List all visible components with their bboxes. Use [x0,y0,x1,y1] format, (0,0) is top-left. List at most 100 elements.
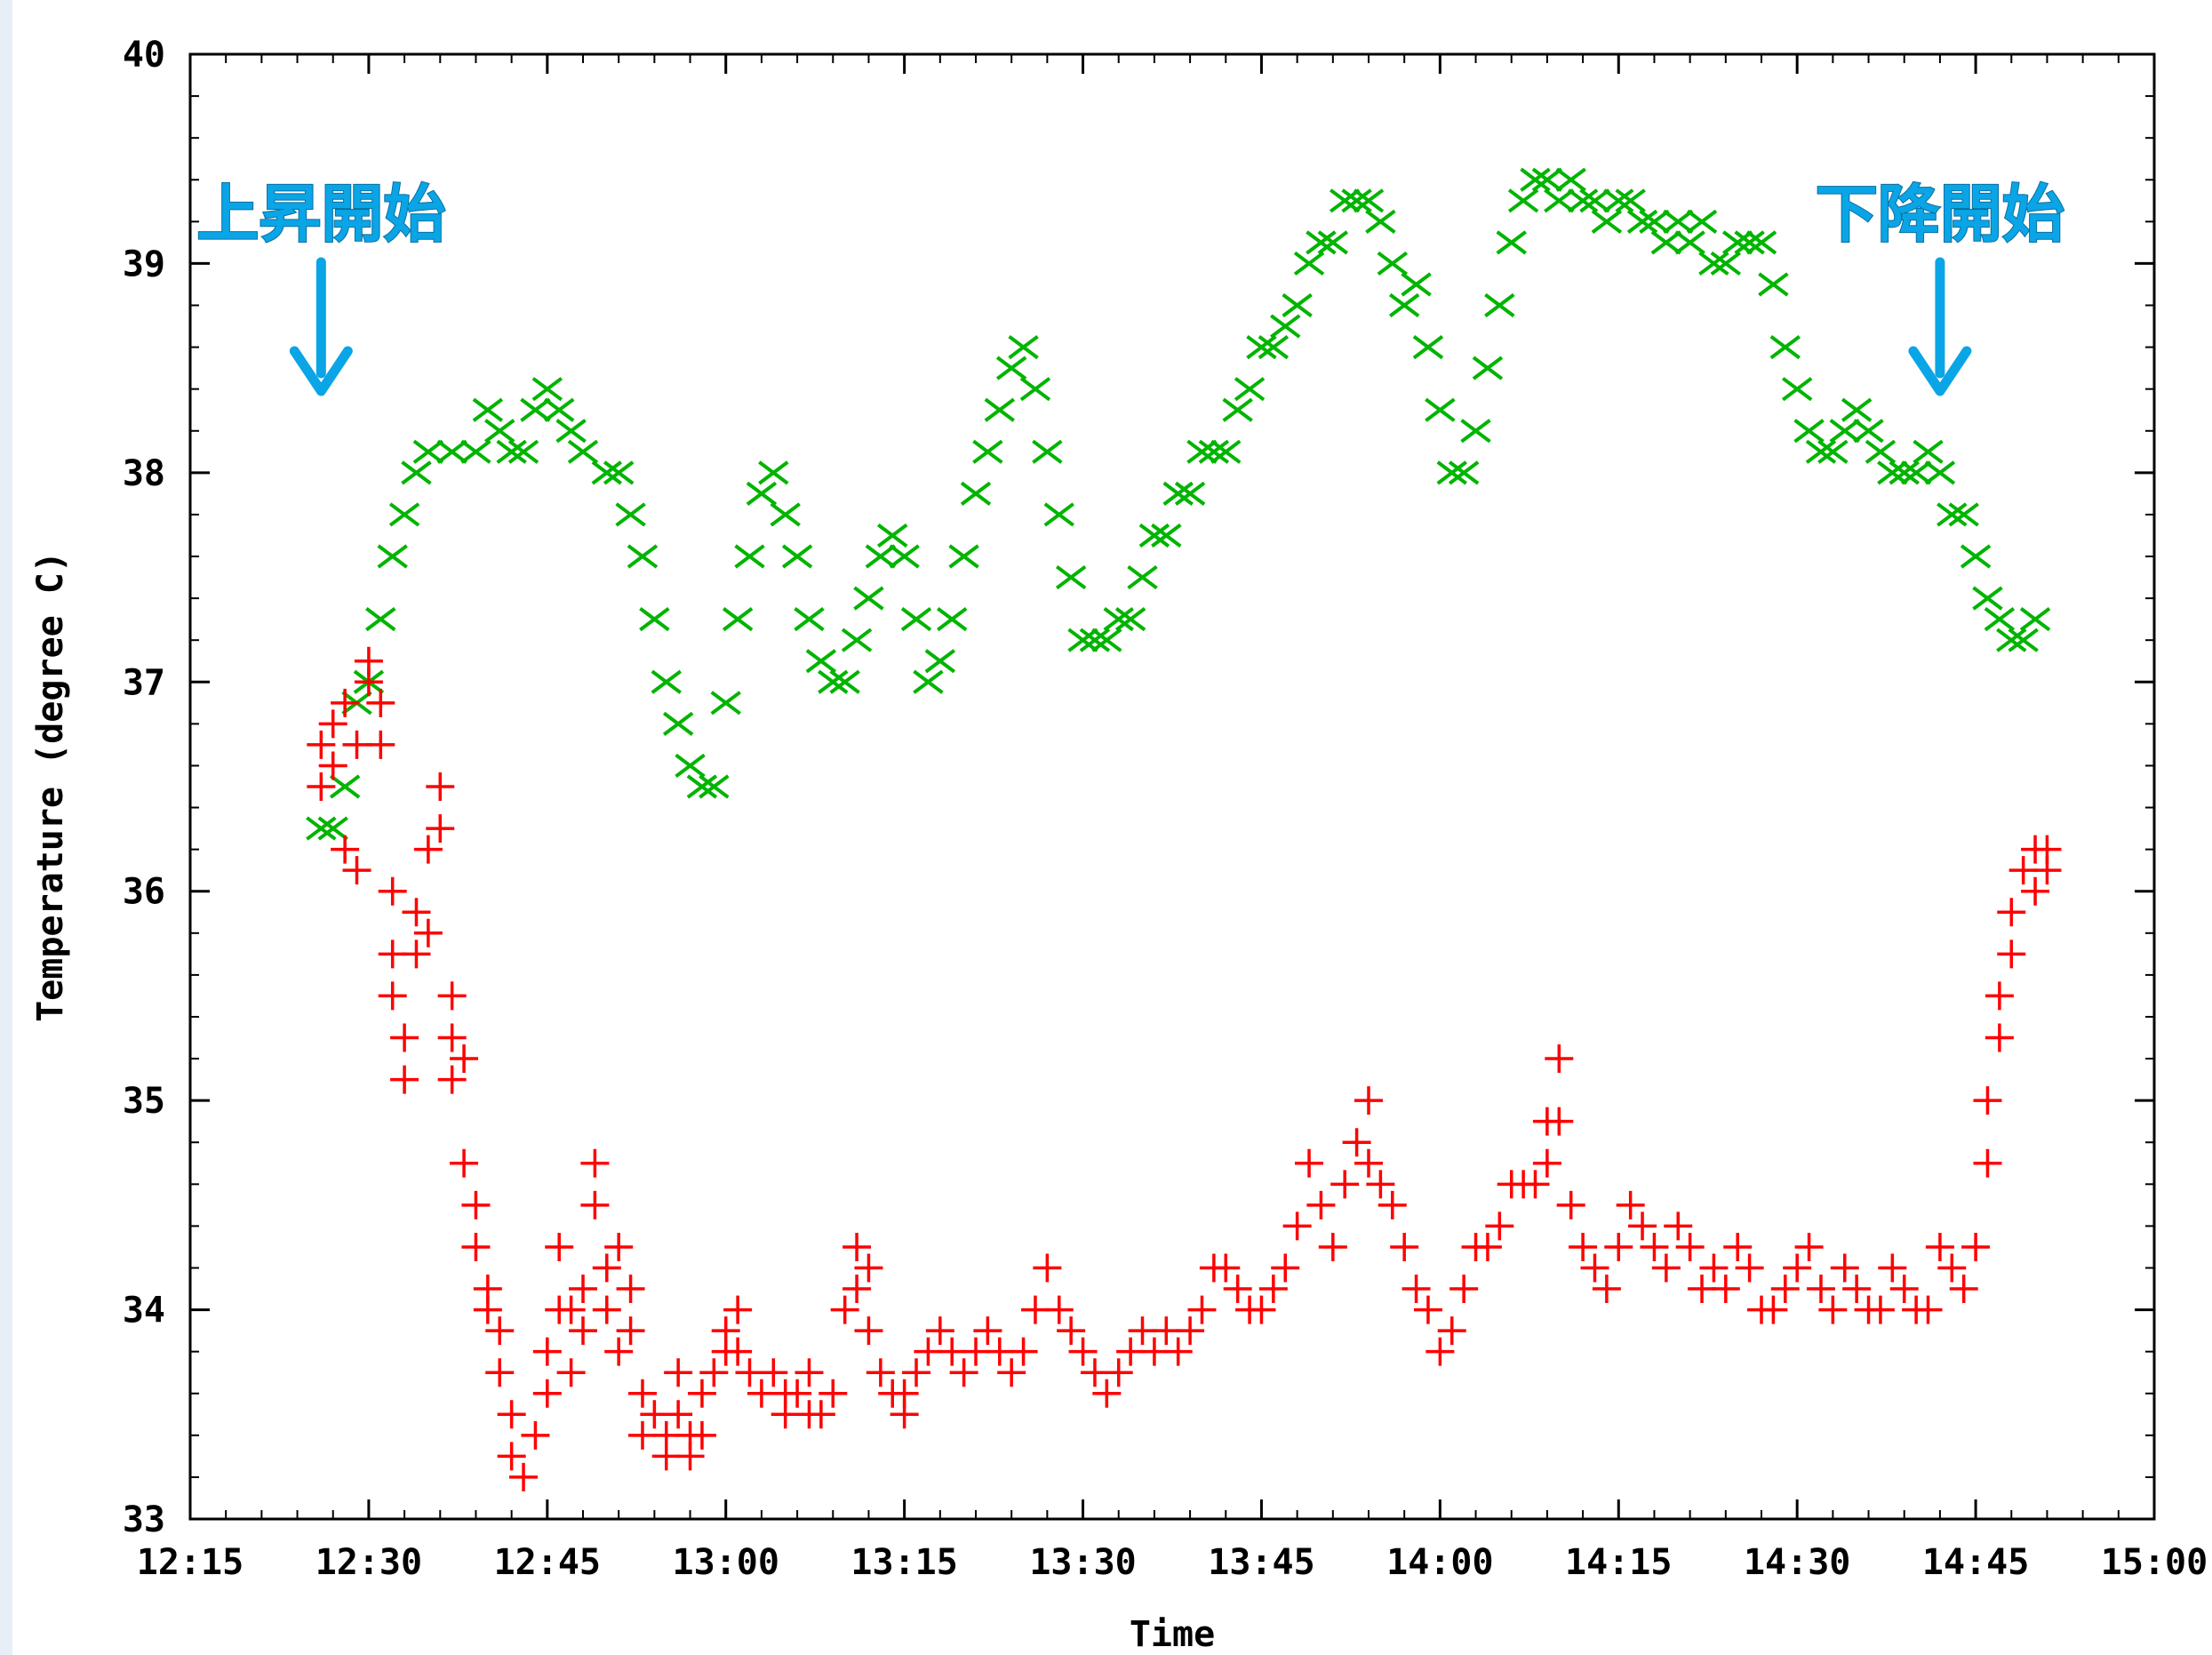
data-point-x [1591,209,1623,234]
annotations: 上昇開始 下降開始 [196,177,2065,396]
data-point-x [1436,460,1467,485]
data-point-x [567,439,599,464]
data-point-plus [1580,1253,1609,1283]
x-tick-label: 14:45 [1922,1542,2029,1583]
data-point-plus [556,1295,586,1324]
data-point-x [1734,230,1765,255]
data-point-plus [450,1044,479,1074]
data-point-x [1639,209,1670,234]
y-tick-label: 40 [123,35,165,76]
data-point-plus [1128,1316,1157,1346]
data-point-plus [1545,1107,1574,1136]
data-point-plus [378,939,407,969]
data-point-plus [723,1337,753,1366]
data-point-plus [699,1358,729,1387]
data-point-plus [1044,1295,1074,1324]
data-point-x [1877,460,1908,485]
data-point-plus [1354,1086,1383,1115]
data-point-x [1758,272,1789,297]
data-point-x [924,649,956,674]
data-point-plus [532,1337,562,1366]
x-tick-label: 13:45 [1208,1542,1314,1583]
data-point-plus [1176,1316,1205,1346]
data-point-plus [1485,1211,1514,1241]
data-point-x [1520,167,1551,192]
data-point-x [591,460,622,485]
data-point-plus [1913,1295,1943,1324]
data-point-x [1448,460,1480,485]
data-point-plus [1342,1128,1371,1157]
data-point-plus [1925,1232,1954,1261]
data-point-x [1579,188,1610,213]
data-point-plus [627,1379,657,1408]
data-point-plus [1984,1023,2014,1052]
data-point-x [317,816,348,841]
data-point-x [306,816,337,841]
arrow-head-icon [289,346,353,396]
data-point-plus [580,1190,610,1219]
data-point-plus [461,1190,491,1219]
data-point-plus [1699,1253,1729,1283]
data-point-plus [651,1442,681,1471]
series-x-markers [306,167,2051,841]
data-point-x [1365,209,1396,234]
data-point-plus [1961,1232,1991,1261]
data-point-x [1984,607,2016,632]
data-point-plus [854,1316,883,1346]
y-tick-label: 34 [123,1291,165,1331]
data-point-x [615,502,646,527]
data-point-plus [1997,939,2026,969]
data-point-plus [1770,1275,1800,1304]
data-point-plus [318,751,347,780]
data-point-x [770,502,801,527]
data-point-x [710,691,741,716]
data-point-plus [997,1358,1026,1387]
data-point-plus [806,1400,835,1429]
data-point-plus [366,688,395,717]
y-tick-label: 35 [123,1081,165,1122]
data-point-plus [1378,1190,1407,1219]
data-point-x [1114,607,1146,632]
data-point-x [734,544,765,569]
data-point-plus [1033,1253,1062,1283]
data-point-plus [437,1023,467,1052]
data-point-x [1817,439,1849,464]
data-point-x [1507,188,1539,213]
data-point-plus [616,1275,645,1304]
data-point-plus [723,1295,753,1324]
series-plus-markers [307,646,2062,1491]
y-axis-title: Temperature (degree C) [30,551,71,1022]
data-point-x [1913,439,1944,464]
data-point-plus [1318,1232,1347,1261]
data-point-x [520,397,551,422]
data-point-plus [735,1358,764,1387]
data-point-x [1663,209,1694,234]
data-point-plus [1842,1275,1872,1304]
data-point-plus [1937,1253,1967,1283]
data-point-x [1186,439,1218,464]
data-point-x [984,397,1015,422]
x-tick-label: 12:15 [137,1542,244,1583]
data-point-x [1079,628,1111,652]
data-point-x [758,460,789,485]
data-point-plus [1068,1337,1098,1366]
data-point-plus [342,856,371,885]
arrow-head-icon [1908,346,1972,396]
data-point-plus [962,1337,990,1366]
data-point-plus [1640,1232,1669,1261]
data-point-plus [532,1379,562,1408]
data-point-plus [592,1253,621,1283]
data-point-x [805,649,837,674]
data-point-x [1841,397,1873,422]
data-point-plus [914,1337,943,1366]
data-point-plus [402,939,431,969]
data-point-x [401,460,432,485]
x-axis-title: Time [1130,1614,1215,1655]
data-point-x [960,481,992,506]
data-point-plus [461,1232,491,1261]
data-point-x [1960,544,1992,569]
data-point-plus [1390,1232,1419,1261]
data-point-plus [938,1337,967,1366]
data-point-x [865,544,897,569]
data-point-x [329,774,361,799]
